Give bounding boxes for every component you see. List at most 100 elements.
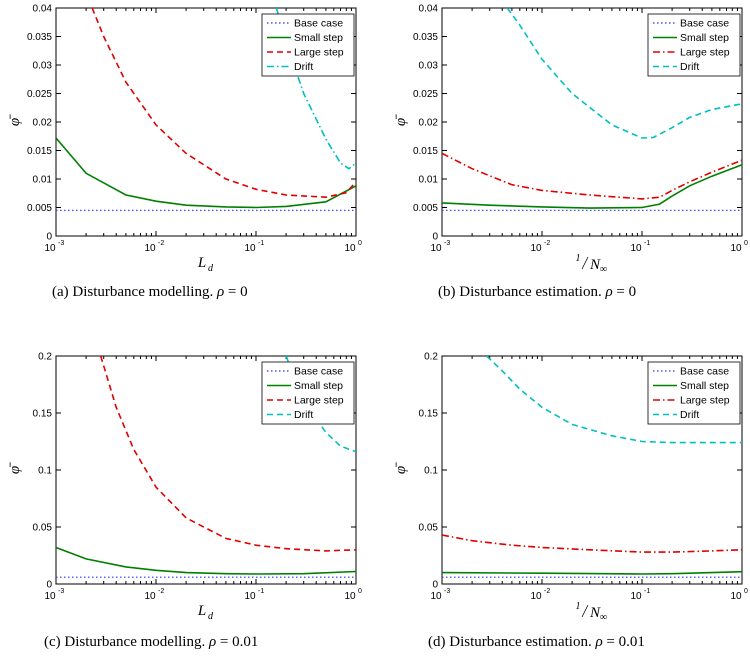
y-tick-label: 0.025	[27, 89, 52, 100]
caption-c: (c) Disturbance modelling. ρ = 0.01	[44, 634, 259, 650]
y-tick-label: 0.035	[413, 32, 438, 43]
y-tick-label: 0.05	[419, 523, 439, 534]
chart-panel-b: 10 -3 10 -2 10 -1 10 000.0050.010.0150.020.0250…	[393, 4, 748, 276]
y-tick-label: 0.03	[419, 61, 439, 72]
chart-panel-d: 10 -3 10 -2 10 -1 10 000.050.10.150.2φ̄1 N ∞Base …	[393, 352, 748, 624]
y-axis-label: φ̄	[393, 114, 409, 126]
x-tick-label: 10	[730, 243, 742, 254]
series-group	[442, 356, 742, 578]
x-axis-label-numerator: 1	[576, 601, 581, 612]
y-tick-label: 0.005	[27, 203, 52, 214]
y-tick-label: 0.03	[33, 61, 53, 72]
legend-label: Base case	[680, 18, 729, 30]
legend-label: Small step	[294, 380, 343, 392]
series-line-drift	[506, 8, 742, 139]
caption-b: (b) Disturbance estimation. ρ = 0	[438, 284, 637, 300]
x-axis-label-slash	[581, 256, 589, 270]
legend-label: Base case	[680, 366, 729, 378]
y-tick-label: 0.02	[33, 118, 53, 129]
y-tick-label: 0.005	[413, 203, 438, 214]
y-tick-label: 0.01	[33, 175, 53, 186]
y-tick-label: 0.1	[38, 466, 52, 477]
legend-label: Base case	[294, 366, 343, 378]
x-tick-label: 10	[244, 243, 256, 254]
x-tick-label: 10	[44, 591, 56, 602]
x-tick-exponent: 0	[744, 240, 748, 247]
x-tick-label: 10	[530, 243, 542, 254]
x-axis-label: L	[197, 603, 206, 619]
y-axis-label: φ̄	[7, 462, 23, 474]
legend-label: Large step	[294, 47, 344, 59]
y-tick-label: 0.02	[419, 118, 439, 129]
x-tick-exponent: -1	[644, 240, 650, 247]
legend-label: Drift	[680, 61, 699, 73]
series-line-small-step	[56, 137, 356, 209]
y-tick-label: 0.2	[424, 352, 438, 363]
legend: Base case Small step Large step Drift	[261, 361, 355, 425]
x-tick-exponent: -3	[58, 240, 64, 247]
x-axis-label-numerator: 1	[576, 253, 581, 264]
x-axis-label-subscript: d	[208, 611, 214, 622]
x-axis-label-denominator: N	[589, 605, 601, 621]
series-line-small-step	[56, 546, 356, 575]
x-tick-exponent: 0	[358, 588, 362, 595]
series-group	[442, 8, 742, 211]
y-tick-label: 0.01	[419, 175, 439, 186]
legend: Base case Small step Large step Drift	[261, 13, 355, 77]
x-tick-label: 10	[730, 591, 742, 602]
legend-label: Small step	[294, 32, 343, 44]
legend-label: Large step	[680, 395, 730, 407]
x-tick-exponent: -3	[58, 588, 64, 595]
legend-label: Drift	[680, 409, 699, 421]
x-tick-exponent: -2	[158, 588, 164, 595]
legend-label: Base case	[294, 18, 343, 30]
legend: Base case Small step Large step Drift	[647, 361, 741, 425]
legend-label: Large step	[294, 395, 344, 407]
y-tick-label: 0.04	[419, 4, 439, 15]
y-tick-label: 0.15	[419, 409, 439, 420]
x-tick-exponent: -2	[544, 588, 550, 595]
x-tick-label: 10	[530, 591, 542, 602]
y-tick-label: 0	[432, 232, 438, 243]
y-tick-label: 0.15	[33, 409, 53, 420]
series-line-large-step	[442, 152, 742, 200]
y-tick-label: 0.025	[413, 89, 438, 100]
x-tick-label: 10	[630, 243, 642, 254]
x-tick-label: 10	[144, 591, 156, 602]
legend-box	[261, 361, 355, 425]
x-tick-label: 10	[630, 591, 642, 602]
series-line-small-step	[442, 570, 742, 575]
x-tick-exponent: -2	[544, 240, 550, 247]
caption-a: (a) Disturbance modelling. ρ = 0	[52, 284, 248, 300]
x-tick-exponent: -1	[258, 240, 264, 247]
x-axis-label: L	[197, 255, 206, 271]
legend: Base case Small step Large step Drift	[647, 13, 741, 77]
legend-label: Large step	[680, 47, 730, 59]
x-tick-exponent: -2	[158, 240, 164, 247]
series-line-large-step	[442, 534, 742, 553]
legend-label: Small step	[680, 380, 729, 392]
series-line-large-step	[99, 356, 356, 552]
y-tick-label: 0.1	[424, 466, 438, 477]
legend-label: Small step	[680, 32, 729, 44]
x-axis-label-denominator: N	[589, 257, 601, 273]
x-tick-label: 10	[344, 243, 356, 254]
x-tick-exponent: 0	[358, 240, 362, 247]
y-axis-label: φ̄	[7, 114, 23, 126]
y-tick-label: 0	[46, 580, 52, 591]
x-tick-exponent: -3	[444, 588, 450, 595]
x-tick-label: 10	[430, 591, 442, 602]
x-tick-label: 10	[144, 243, 156, 254]
legend-label: Drift	[294, 61, 313, 73]
series-line-drift	[486, 356, 742, 444]
x-tick-label: 10	[344, 591, 356, 602]
x-tick-label: 10	[430, 243, 442, 254]
series-line-small-step	[442, 164, 742, 209]
legend-box	[647, 361, 741, 425]
y-tick-label: 0.035	[27, 32, 52, 43]
x-axis-label-slash	[581, 604, 589, 618]
series-line-large-step	[91, 8, 356, 199]
x-tick-label: 10	[44, 243, 56, 254]
y-tick-label: 0.015	[413, 146, 438, 157]
